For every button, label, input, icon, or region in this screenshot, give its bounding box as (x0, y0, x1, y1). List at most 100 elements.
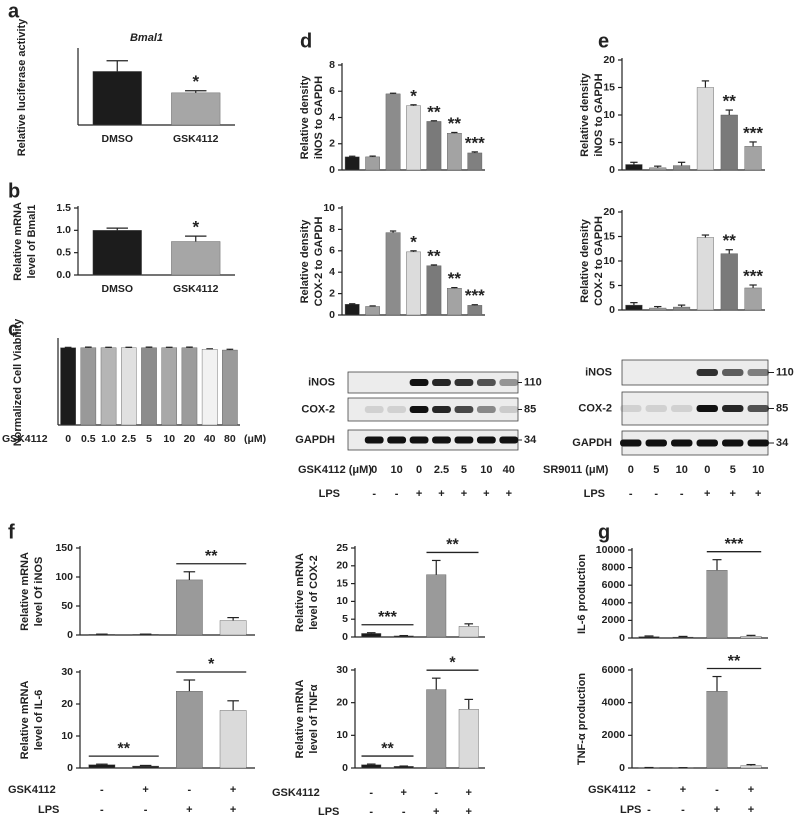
y-tick-label: 0 (342, 762, 348, 774)
lps-sign: + (506, 488, 512, 500)
mw-marker: 110 (776, 366, 794, 378)
y-tick-label: 10 (336, 729, 348, 741)
error-bar (185, 90, 207, 93)
dose-label: 10 (752, 464, 764, 476)
condition-sign: + (142, 784, 148, 796)
blot-row-label: COX-2 (301, 403, 335, 415)
significance: ** (427, 246, 441, 265)
condition-sign: - (402, 806, 406, 818)
condition-sign: + (466, 806, 472, 818)
significance: *** (725, 536, 744, 553)
bar (720, 253, 738, 311)
y-tick-label: 2 (329, 287, 335, 299)
error-bar (677, 161, 686, 166)
bar (649, 167, 667, 171)
significance: *** (465, 133, 485, 152)
x-tick-label: GSK4112 (173, 283, 219, 295)
error-bar (630, 161, 638, 165)
error-bar (746, 763, 756, 766)
error-bar (712, 559, 722, 571)
blot-band (671, 439, 693, 447)
dose-label: 0 (416, 464, 422, 476)
error-bar (749, 141, 757, 147)
condition-sign: + (748, 804, 754, 816)
y-axis-label: Relative mRNA (19, 552, 31, 631)
lps-sign: + (416, 488, 422, 500)
y-tick-label: 4000 (602, 597, 626, 609)
bar (344, 304, 360, 316)
x-tick-label: GSK4112 (173, 133, 219, 145)
bar (406, 251, 421, 316)
blot-strip (621, 359, 769, 386)
blot-band (722, 405, 744, 412)
y-tick-label: 8 (329, 223, 335, 235)
dose-label: 2.5 (434, 464, 449, 476)
y-tick-label: 0 (609, 164, 615, 176)
bar (649, 307, 667, 311)
blot-band (476, 436, 496, 444)
error-bar (106, 227, 128, 231)
y-tick-label: 0 (619, 762, 625, 774)
error-bar (349, 155, 356, 157)
blot-strip (621, 430, 769, 456)
y-tick-label: 30 (61, 666, 73, 678)
y-axis-label: Normalized Cell Viability (12, 318, 24, 446)
error-bar (644, 635, 654, 637)
bar (181, 347, 198, 426)
y-tick-label: 15 (603, 230, 615, 242)
lps-sign: + (483, 488, 489, 500)
error-bar (366, 763, 376, 765)
y-tick-label: 15 (603, 81, 615, 93)
y-axis-label: Relative mRNA (12, 202, 24, 281)
blot-band (432, 379, 451, 386)
bar (222, 349, 238, 426)
significance: * (192, 72, 199, 91)
significance: *** (378, 609, 397, 626)
blot-band (620, 439, 642, 447)
error-bar (746, 634, 756, 637)
y-axis-label: Relative mRNA (19, 681, 31, 760)
y-tick-label: 0 (619, 632, 625, 644)
blot-row-label: iNOS (308, 376, 335, 388)
error-bar (677, 304, 686, 308)
condition-sign: + (433, 806, 439, 818)
blot-band (747, 369, 769, 376)
blot-band (409, 436, 429, 444)
significance: ** (381, 740, 394, 757)
bar (426, 265, 442, 316)
y-tick-label: 6000 (602, 579, 626, 591)
lps-sign: + (438, 488, 444, 500)
bar (696, 87, 714, 171)
error-bar (139, 764, 152, 767)
panel-letter: f (8, 521, 15, 543)
significance: ** (118, 740, 131, 757)
error-bar (369, 305, 376, 307)
panel-letter: b (8, 180, 20, 202)
blot-band (432, 436, 451, 444)
lps-sign: + (730, 488, 736, 500)
blot-band (645, 439, 667, 447)
y-axis-label: level of TNFα (308, 684, 320, 753)
condition-sign: - (100, 804, 104, 816)
y-tick-label: 10 (61, 730, 73, 742)
y-axis-label: COX-2 to GAPDH (313, 217, 325, 307)
condition-sign: - (369, 787, 373, 799)
bar (447, 133, 462, 171)
x-tick-label: 80 (224, 433, 236, 445)
mw-marker: 85 (524, 403, 536, 415)
condition-label: GSK4112 (588, 784, 636, 796)
condition-label: LPS (318, 806, 339, 818)
x-tick-label: 5 (146, 433, 152, 445)
error-bar (654, 165, 662, 168)
condition-sign: + (680, 784, 686, 796)
treatment-label: GSK4112 (μM) (298, 464, 372, 476)
bar (625, 304, 643, 311)
lps-sign: + (461, 488, 467, 500)
bar (219, 620, 247, 636)
bar (672, 636, 694, 639)
x-tick-label: 0 (65, 433, 71, 445)
y-tick-label: 2000 (602, 614, 626, 626)
bar (706, 570, 728, 639)
x-tick-label: 40 (204, 433, 216, 445)
